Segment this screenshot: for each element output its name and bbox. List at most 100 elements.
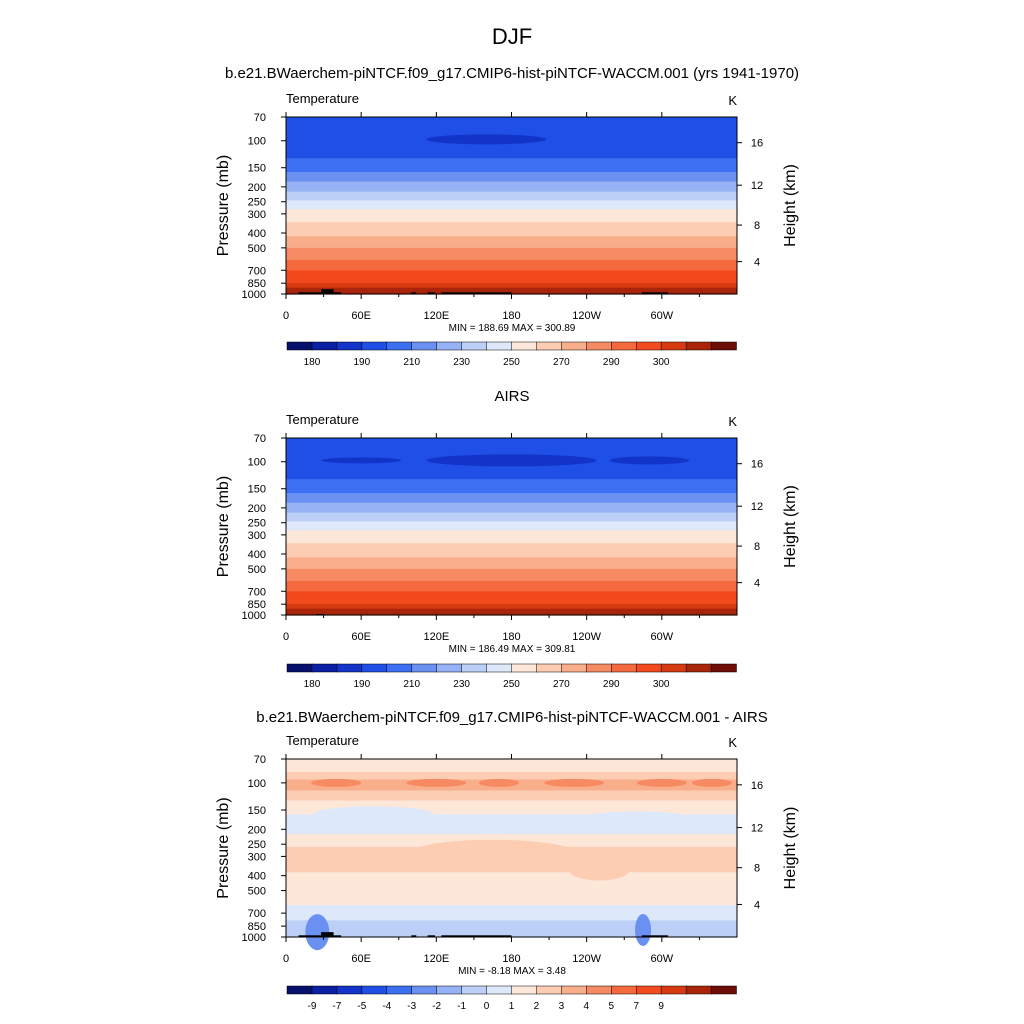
warm-anomaly: [412, 839, 573, 864]
units-label: K: [728, 414, 737, 429]
y2-tick-label: 16: [751, 138, 763, 150]
warm-anomaly: [478, 778, 519, 787]
cold-core: [426, 134, 547, 145]
y-tick-label: 200: [248, 824, 266, 836]
colorbar-label: -2: [432, 1001, 441, 1012]
contour-band: [286, 568, 737, 582]
y2-axis-label: Height (km): [782, 485, 799, 568]
colorbar-swatch: [536, 663, 563, 673]
colorbar-label: 2: [534, 1001, 540, 1012]
colorbar-swatch: [536, 341, 563, 351]
y-tick-label: 150: [248, 163, 266, 175]
warm-anomaly: [544, 778, 605, 787]
colorbar-swatch: [685, 985, 712, 995]
y-tick-label: 250: [248, 518, 266, 530]
colorbar-label: -5: [357, 1001, 366, 1012]
y-tick-label: 850: [248, 921, 266, 933]
y-tick-label: 400: [248, 871, 266, 883]
x-tick-label: 120E: [423, 310, 449, 322]
colorbar-label: 210: [403, 679, 420, 690]
contour-band: [286, 920, 737, 938]
contour-band: [286, 277, 737, 284]
y-tick-label: 300: [248, 530, 266, 542]
y-tick-label: 500: [248, 886, 266, 898]
colorbar-swatch: [436, 341, 463, 351]
x-tick-label: 60E: [351, 953, 371, 965]
colorbar-swatch: [486, 985, 513, 995]
x-tick-label: 120W: [572, 631, 601, 643]
colorbar-swatch: [361, 341, 388, 351]
colorbar-swatch: [561, 341, 588, 351]
y-tick-label: 400: [248, 228, 266, 240]
y-tick-label: 100: [248, 778, 266, 790]
y-tick-label: 100: [248, 136, 266, 148]
colorbar-swatch: [486, 663, 513, 673]
colorbar-label: 290: [603, 357, 620, 368]
contour-band: [286, 158, 737, 173]
colorbar-swatch: [710, 985, 737, 995]
y-tick-label: 150: [248, 484, 266, 496]
contour-band: [286, 521, 737, 531]
contour-band: [286, 493, 737, 504]
contour-band: [286, 209, 737, 223]
colorbar-swatch: [710, 341, 737, 351]
colorbar-swatch: [311, 341, 338, 351]
panel-3: b.e21.BWaerchem-piNTCF.f09_g17.CMIP6-his…: [215, 709, 799, 1012]
colorbar-swatch: [361, 985, 388, 995]
y-axis-label: Pressure (mb): [215, 797, 232, 898]
colorbar-swatch: [635, 663, 662, 673]
cold-core: [321, 457, 402, 464]
y-tick-label: 700: [248, 586, 266, 598]
colorbar-swatch: [586, 663, 613, 673]
x-tick-label: 120E: [423, 631, 449, 643]
colorbar-swatch: [685, 341, 712, 351]
panel-title: AIRS: [494, 388, 529, 405]
y-tick-label: 400: [248, 549, 266, 561]
contour-band: [286, 608, 737, 616]
panels: b.e21.BWaerchem-piNTCF.f09_g17.CMIP6-his…: [215, 65, 799, 1012]
colorbar-label: 210: [403, 357, 420, 368]
colorbar-swatch: [436, 663, 463, 673]
x-tick-label: 120W: [572, 953, 601, 965]
colorbar-swatch: [411, 985, 438, 995]
colorbar-swatch: [486, 341, 513, 351]
left-label: Temperature: [286, 91, 359, 106]
contour-band: [286, 591, 737, 600]
colorbar-swatch: [660, 985, 687, 995]
x-tick-label: 120W: [572, 310, 601, 322]
left-label: Temperature: [286, 412, 359, 427]
colorbar-swatch: [611, 341, 637, 351]
contour-band: [286, 887, 737, 906]
y-tick-label: 150: [248, 805, 266, 817]
colorbar-label: 3: [559, 1001, 565, 1012]
y-tick-label: 200: [248, 503, 266, 515]
y2-tick-label: 16: [751, 459, 763, 471]
colorbar-swatch: [511, 341, 538, 351]
colorbar-swatch: [685, 663, 712, 673]
colorbar-swatch: [660, 663, 687, 673]
topography: [321, 932, 334, 937]
topography: [298, 935, 342, 937]
colorbar-swatch: [511, 985, 538, 995]
units-label: K: [728, 93, 737, 108]
colorbar-swatch: [386, 985, 413, 995]
colorbar-swatch: [411, 341, 438, 351]
y-tick-label: 700: [248, 908, 266, 920]
topography: [411, 935, 417, 937]
colorbar-swatch: [436, 985, 463, 995]
colorbar-label: 1: [509, 1001, 515, 1012]
warm-anomaly: [636, 778, 687, 787]
contour-band: [286, 200, 737, 210]
y-tick-label: 500: [248, 243, 266, 255]
y-tick-label: 1000: [242, 289, 266, 301]
colorbar-label: 250: [503, 679, 520, 690]
y-tick-label: 850: [248, 599, 266, 611]
colorbar-swatch: [561, 985, 588, 995]
colorbar-label: 270: [553, 679, 570, 690]
colorbar-swatch: [386, 663, 413, 673]
warm-anomaly: [569, 860, 630, 881]
y-tick-label: 250: [248, 839, 266, 851]
contour-band: [286, 790, 737, 802]
colorbar-swatch: [311, 985, 338, 995]
